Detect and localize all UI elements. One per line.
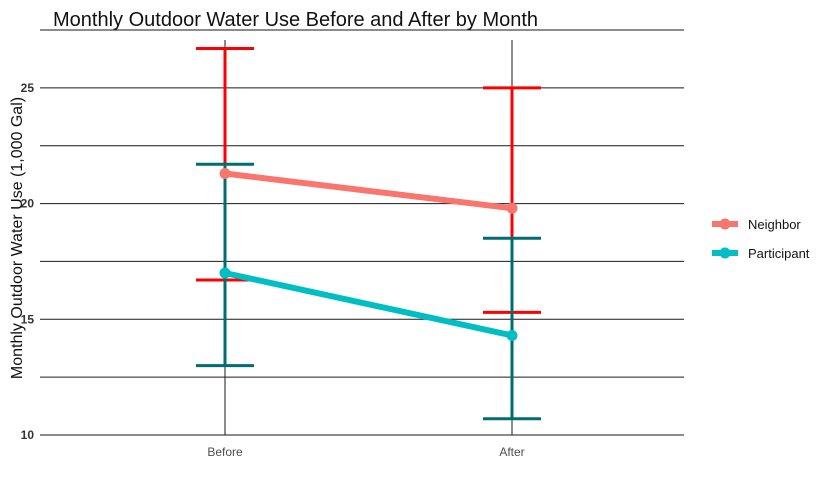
y-tick-label: 25 [21, 81, 35, 95]
series-lines [222, 170, 515, 339]
data-point [506, 329, 518, 341]
x-tick-label: After [499, 445, 524, 459]
legend: Neighbor Participant [712, 217, 810, 261]
legend-key-point [719, 247, 731, 259]
error-bars [196, 47, 541, 421]
series-line [222, 270, 515, 339]
data-point [219, 267, 231, 279]
x-tick-label: Before [207, 445, 243, 459]
grid [40, 29, 684, 436]
legend-key-point [719, 218, 731, 230]
chart-title: Monthly Outdoor Water Use Before and Aft… [53, 9, 538, 31]
y-tick-label: 20 [21, 197, 35, 211]
y-tick-label: 10 [21, 428, 35, 442]
y-axis-label: Monthly Outdoor Water Use (1,000 Gal) [9, 97, 26, 379]
data-point [219, 167, 231, 179]
data-point [506, 202, 518, 214]
legend-label: Neighbor [748, 217, 801, 232]
legend-label: Participant [748, 246, 810, 261]
data-points [219, 167, 518, 341]
y-tick-label: 15 [21, 312, 35, 326]
y-axis-ticks: 10 15 20 25 [21, 81, 35, 442]
series-line [222, 170, 515, 212]
x-axis-ticks: Before After [207, 445, 524, 459]
